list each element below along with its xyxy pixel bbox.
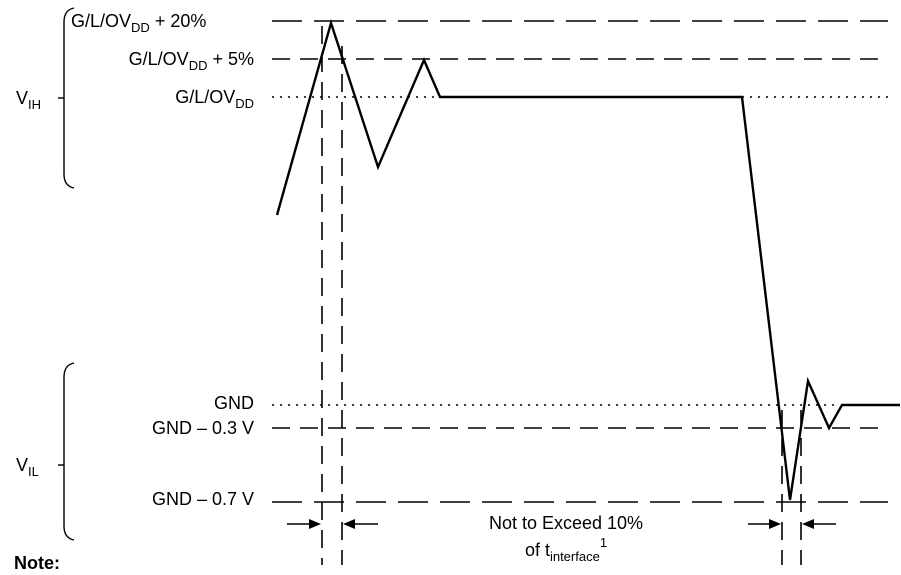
timing-markers (321, 26, 802, 565)
time-width-arrows (287, 519, 836, 529)
vdd-plus-5-label: G/L/OVDD + 5% (129, 49, 254, 73)
vih-label: VIH (16, 88, 41, 112)
vdd-plus-20-label: G/L/OVDD + 20% (71, 11, 206, 35)
note-label: Note: (14, 553, 60, 573)
gnd-label: GND (214, 393, 254, 413)
vih-brace (63, 7, 75, 189)
arrow-right-in-head (769, 519, 781, 529)
vil-brace (63, 362, 75, 541)
annotation-line1: Not to Exceed 10% (489, 513, 643, 533)
signal-waveform (275, 18, 900, 501)
range-braces (58, 7, 75, 541)
gnd-minus-07-label: GND – 0.7 V (152, 489, 254, 509)
arrow-left-out-head (343, 519, 355, 529)
vil-label: VIL (16, 455, 39, 479)
annotation-line2: of tinterface1 (525, 535, 607, 564)
arrow-left-in-head (309, 519, 321, 529)
vdd-label: G/L/OVDD (175, 87, 254, 111)
arrow-right-out-head (802, 519, 814, 529)
reference-lines (272, 20, 888, 503)
gnd-minus-03-label: GND – 0.3 V (152, 418, 254, 438)
